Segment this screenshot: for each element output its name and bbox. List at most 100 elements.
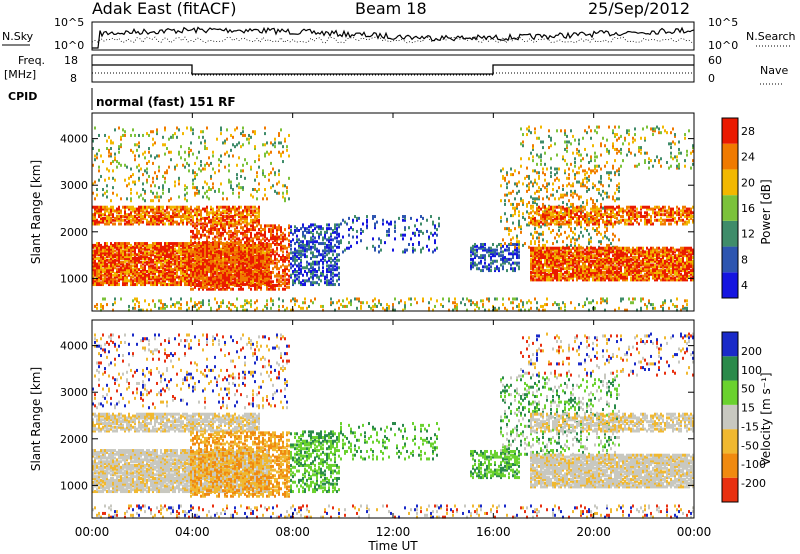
echo-cell: [204, 254, 206, 258]
echo-cell: [266, 287, 268, 291]
echo-cell: [196, 259, 198, 263]
echo-cell: [116, 256, 118, 260]
echo-cell: [548, 197, 550, 201]
echo-cell: [190, 283, 192, 287]
echo-cell: [472, 265, 474, 269]
echo-cell: [234, 243, 236, 247]
echo-cell: [518, 245, 520, 249]
echo-cell: [366, 215, 368, 219]
echo-cell: [174, 242, 176, 246]
echo-cell: [254, 285, 256, 289]
echo-cell: [228, 154, 230, 158]
echo-cell: [108, 247, 110, 251]
echo-cell: [108, 253, 110, 257]
echo-cell: [324, 275, 326, 279]
echo-cell: [202, 244, 204, 248]
echo-cell: [532, 201, 534, 205]
echo-cell: [162, 218, 164, 222]
echo-cell: [220, 205, 222, 209]
echo-cell: [124, 215, 126, 219]
echo-cell: [154, 211, 156, 215]
echo-cell: [334, 256, 336, 260]
echo-cell: [270, 224, 272, 228]
echo-cell: [186, 277, 188, 281]
echo-cell: [480, 242, 482, 246]
echo-cell: [294, 255, 296, 259]
echo-cell: [536, 248, 538, 252]
echo-cell: [158, 255, 160, 259]
echo-cell: [94, 249, 96, 253]
echo-cell: [194, 244, 196, 248]
echo-cell: [372, 216, 374, 220]
echo-cell: [312, 270, 314, 274]
echo-cell: [256, 252, 258, 256]
echo-cell: [362, 229, 364, 233]
echo-cell: [174, 260, 176, 264]
echo-cell: [194, 254, 196, 258]
echo-cell: [272, 259, 274, 263]
echo-cell: [326, 243, 328, 247]
echo-cell: [228, 220, 230, 224]
echo-cell: [216, 211, 218, 215]
echo-cell: [532, 197, 534, 201]
echo-cell: [246, 278, 248, 282]
echo-cell: [508, 180, 510, 184]
echo-cell: [112, 245, 114, 249]
echo-cell: [322, 266, 324, 270]
echo-cell: [210, 285, 212, 289]
echo-cell: [118, 243, 120, 247]
echo-cell: [336, 253, 338, 257]
echo-cell: [110, 141, 112, 145]
echo-cell: [208, 276, 210, 280]
echo-cell: [480, 254, 482, 258]
echo-cell: [264, 283, 266, 287]
echo-cell: [138, 211, 140, 215]
echo-cell: [124, 281, 126, 285]
echo-cell: [220, 160, 222, 164]
echo-cell: [278, 272, 280, 276]
echo-cell: [544, 173, 546, 177]
echo-cell: [162, 191, 164, 195]
echo-cell: [142, 271, 144, 275]
echo-cell: [246, 211, 248, 215]
echo-cell: [316, 281, 318, 285]
echo-cell: [512, 254, 514, 258]
echo-cell: [100, 211, 102, 215]
echo-cell: [106, 215, 108, 219]
echo-cell: [172, 249, 174, 253]
echo-cell: [434, 239, 436, 243]
echo-cell: [152, 130, 154, 134]
echo-cell: [114, 218, 116, 222]
echo-cell: [198, 167, 200, 171]
echo-cell: [270, 254, 272, 258]
echo-cell: [588, 178, 590, 182]
echo-cell: [258, 222, 260, 226]
echo-cell: [608, 176, 610, 180]
echo-cell: [570, 204, 572, 208]
echo-cell: [264, 224, 266, 228]
echo-cell: [128, 207, 130, 211]
echo-cell: [268, 263, 270, 267]
echo-cell: [134, 279, 136, 283]
echo-cell: [552, 229, 554, 233]
echo-cell: [142, 266, 144, 270]
echo-cell: [202, 263, 204, 267]
echo-cell: [216, 254, 218, 258]
echo-cell: [256, 211, 258, 215]
echo-cell: [168, 268, 170, 272]
echo-cell: [112, 268, 114, 272]
echo-cell: [150, 283, 152, 287]
echo-cell: [142, 215, 144, 219]
echo-cell: [500, 254, 502, 258]
echo-cell: [288, 285, 290, 289]
echo-cell: [262, 254, 264, 258]
echo-cell: [234, 220, 236, 224]
echo-cell: [134, 218, 136, 222]
echo-cell: [538, 243, 540, 247]
echo-cell: [538, 171, 540, 175]
echo-cell: [142, 182, 144, 186]
echo-cell: [118, 249, 120, 253]
echo-cell: [214, 280, 216, 284]
echo-cell: [412, 242, 414, 246]
echo-cell: [330, 234, 332, 238]
